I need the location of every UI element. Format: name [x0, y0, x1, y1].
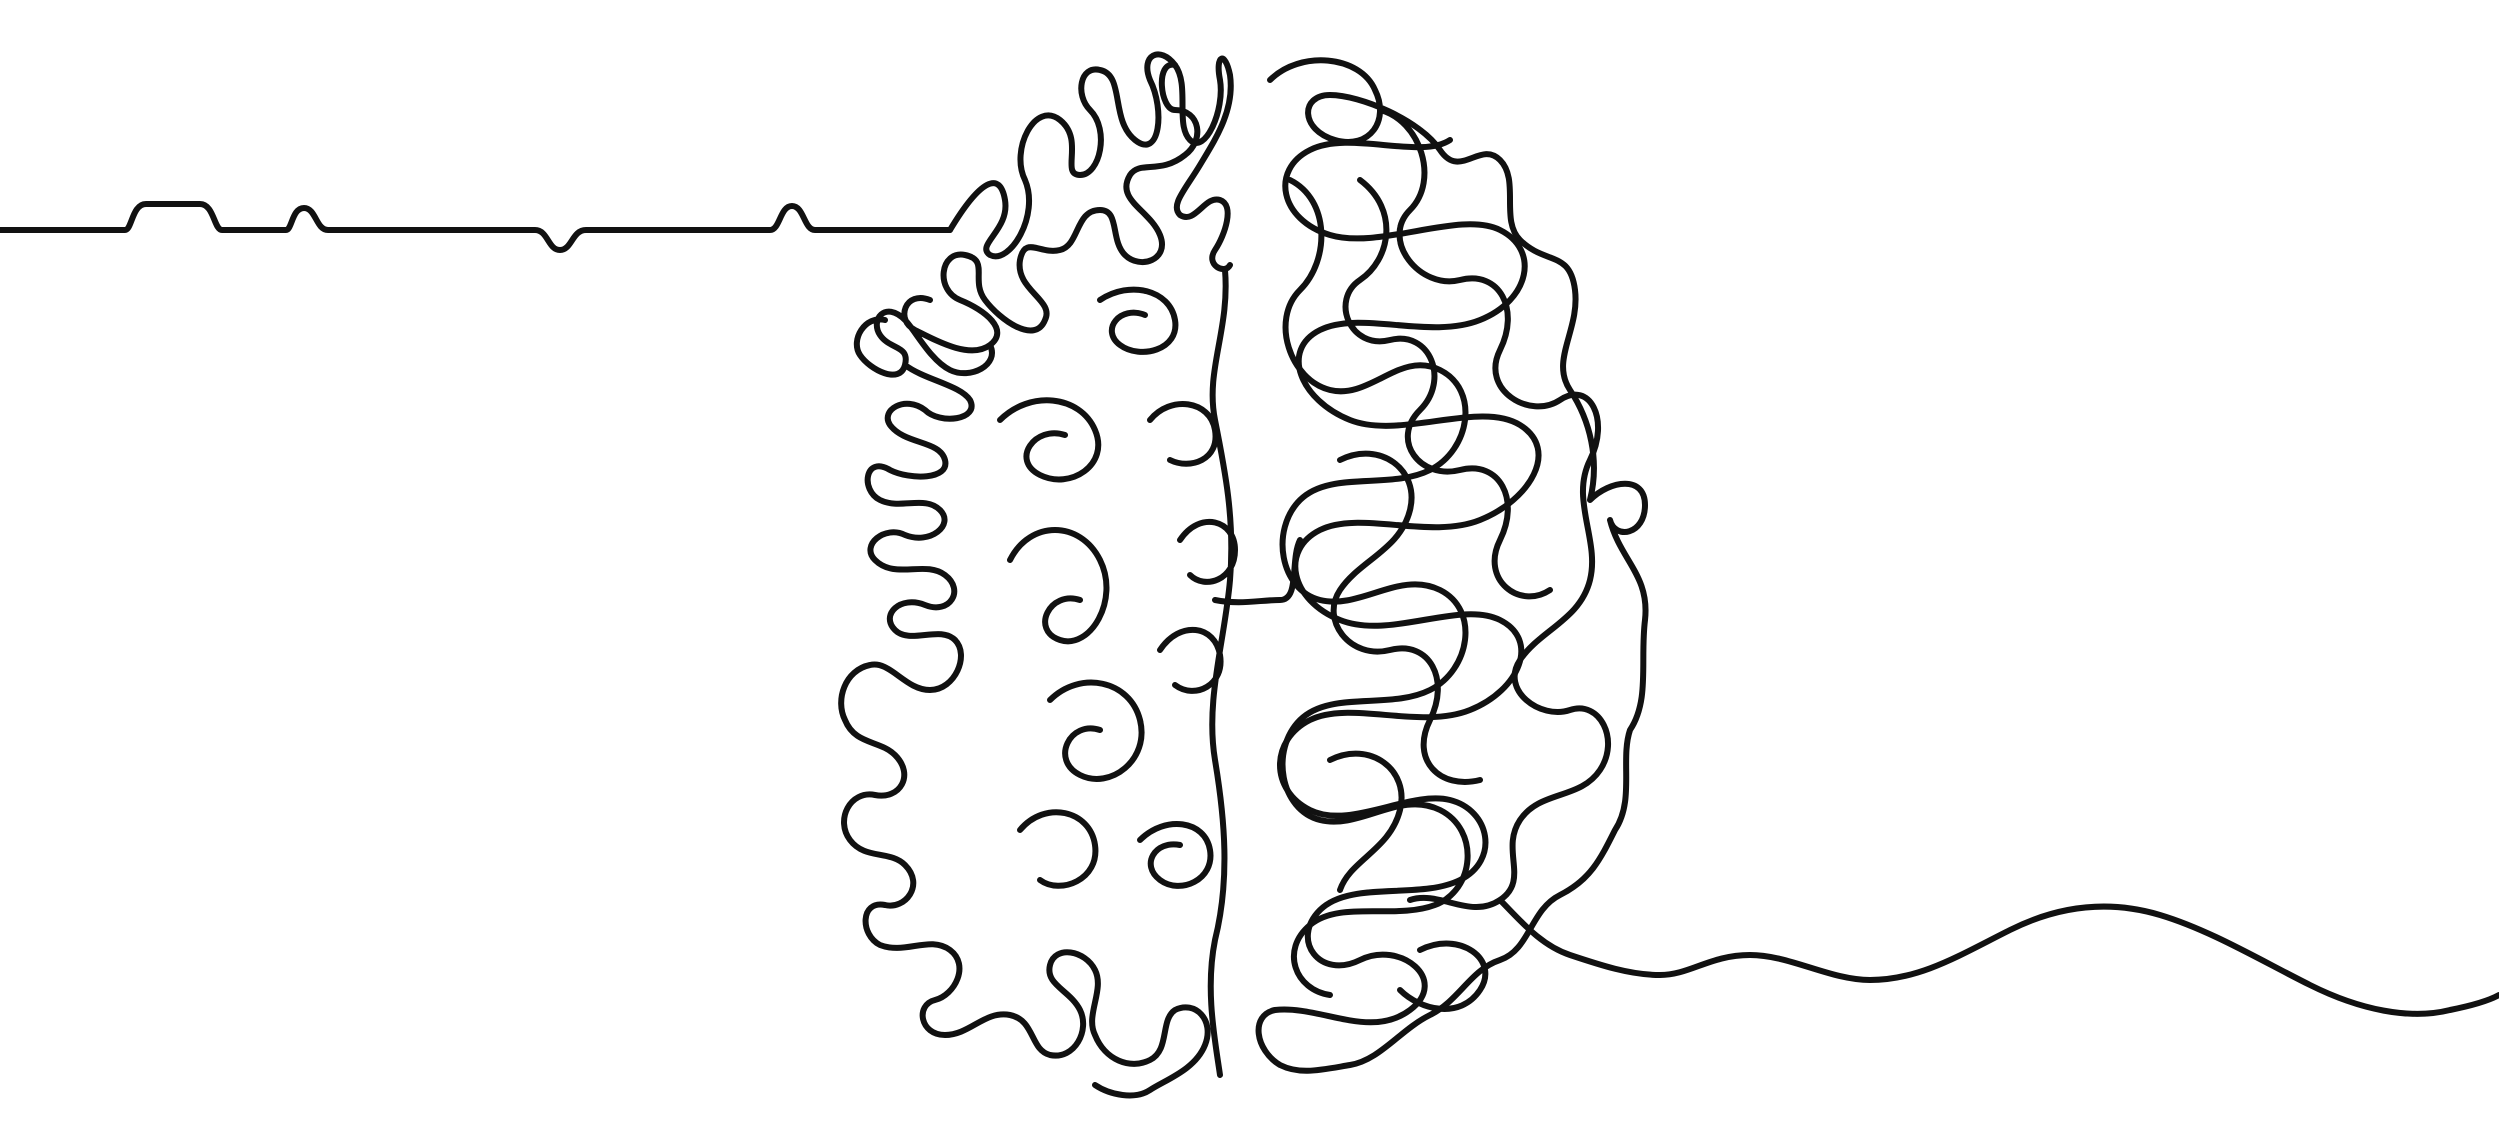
right-hemisphere-tangle-b: [1279, 177, 1471, 998]
right-exit-wave: [1497, 897, 2499, 1017]
left-hemisphere-lower-folds: [838, 637, 1211, 1099]
left-hemisphere-outline: [947, 51, 1234, 272]
right-hemisphere-outline: [1255, 57, 1649, 1074]
right-hemisphere-tangle-c: [1327, 107, 1612, 1012]
left-lead-line: [0, 201, 953, 253]
left-hemisphere-folds: [853, 61, 1201, 643]
right-hemisphere-tangle-a: [1272, 137, 1542, 1026]
left-hemisphere-inner-loops: [997, 267, 1238, 1078]
